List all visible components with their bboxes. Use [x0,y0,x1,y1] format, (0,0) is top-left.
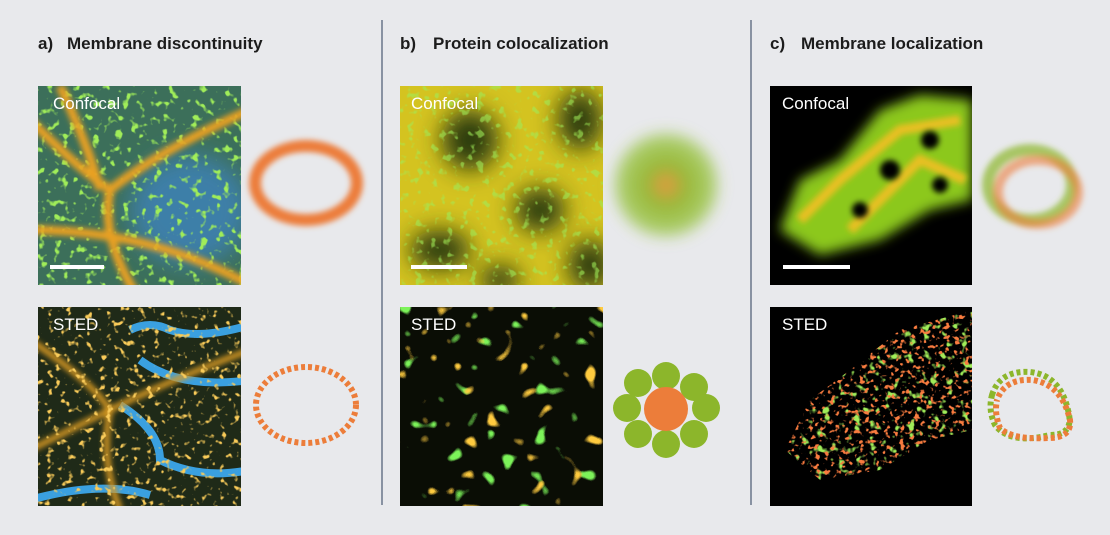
panel-title: Membrane localization [801,34,983,53]
confocal-icon [608,127,724,243]
sted-image [400,307,603,506]
panel-label: a) [38,34,53,53]
panel-title: Protein colocalization [433,34,609,53]
panel-title: Membrane discontinuity [67,34,263,53]
image-label: STED [411,315,456,334]
sted-icon [987,368,1074,442]
confocal-image [400,86,603,285]
confocal-icon [249,140,363,226]
confocal-image [770,86,972,285]
panel-label: b) [400,34,416,53]
image-label: Confocal [53,94,120,113]
sted-icon [613,362,720,458]
image-label: STED [53,315,98,334]
image-label: STED [782,315,827,334]
image-label: Confocal [782,94,849,113]
sted-image [770,307,972,506]
panel-label: c) [770,34,785,53]
confocal-image [38,86,241,285]
sted-image [38,307,241,506]
sted-icon [253,364,359,446]
confocal-icon [982,144,1083,229]
image-label: Confocal [411,94,478,113]
